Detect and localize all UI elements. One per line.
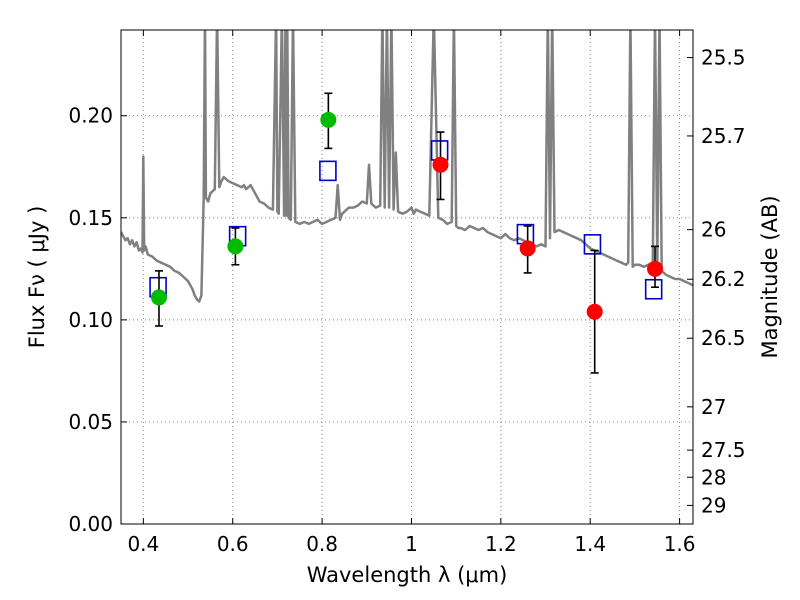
y-tick-label: 0.00 xyxy=(68,512,113,536)
photometry-points xyxy=(150,111,664,320)
model-spectrum-line xyxy=(121,30,693,303)
model-band-marker xyxy=(583,234,602,255)
photometry-point xyxy=(519,240,536,257)
y2-tick-label: 26.5 xyxy=(701,326,746,350)
x-tick-label: 0.6 xyxy=(217,532,249,556)
y2-tick-label: 26.2 xyxy=(701,267,746,291)
model-band-markers xyxy=(149,140,663,300)
photometry-point xyxy=(432,156,449,173)
x-axis-tick-labels: 0.4 0.6 0.8 1 1.2 1.4 1.6 xyxy=(127,532,695,556)
x-tick-label: 1.2 xyxy=(485,532,517,556)
y-axis-tick-labels: 0.00 0.05 0.10 0.15 0.20 xyxy=(68,104,113,536)
model-band-marker xyxy=(644,278,663,300)
plot-area xyxy=(121,30,693,374)
x-tick-label: 1 xyxy=(405,532,418,556)
y2-tick-label: 25.7 xyxy=(701,124,746,148)
x-tick-label: 1.6 xyxy=(664,532,696,556)
y2-tick-label: 27.5 xyxy=(701,438,746,462)
y-tick-label: 0.10 xyxy=(68,308,113,332)
y2-tick-label: 26 xyxy=(701,218,726,242)
right-axis-title: Magnitude (AB) xyxy=(758,195,782,358)
photometry-point xyxy=(647,260,664,277)
y2-tick-label: 27 xyxy=(701,395,726,419)
y-tick-label: 0.20 xyxy=(68,104,113,128)
plot-frame xyxy=(120,29,694,525)
y2-tick-label: 25.5 xyxy=(701,46,746,70)
photometry-point xyxy=(320,111,337,128)
right-axis-tick-labels: 25.5 25.7 26 26.2 26.5 27 27.5 28 29 xyxy=(701,46,746,518)
photometry-point xyxy=(227,238,244,255)
photometry-point xyxy=(150,289,167,306)
y2-tick-label: 28 xyxy=(701,465,726,489)
y-tick-label: 0.15 xyxy=(68,206,113,230)
x-tick-label: 0.4 xyxy=(127,532,159,556)
x-tick-label: 1.4 xyxy=(574,532,606,556)
y2-tick-label: 29 xyxy=(701,493,726,517)
axis-ticks xyxy=(121,30,693,525)
y-axis-title: Flux Fν ( μJy ) xyxy=(25,206,49,349)
x-tick-label: 0.8 xyxy=(306,532,338,556)
x-axis-title: Wavelength λ (μm) xyxy=(307,563,508,587)
y-tick-label: 0.05 xyxy=(68,410,113,434)
photometry-point xyxy=(586,303,603,320)
model-band-marker xyxy=(319,160,337,182)
